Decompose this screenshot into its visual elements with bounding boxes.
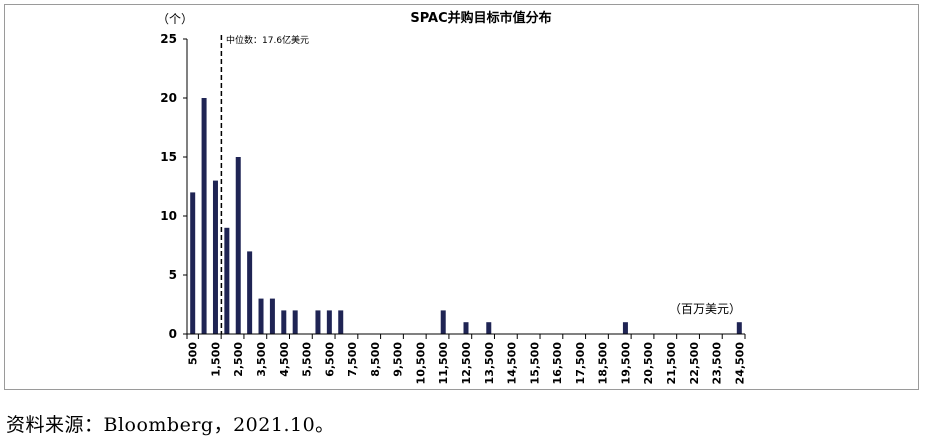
bar [281, 310, 287, 334]
x-tick-label: 23,500 [711, 342, 724, 385]
x-tick-label: 16,500 [551, 342, 564, 385]
x-tick-label: 3,500 [255, 342, 268, 377]
x-tick-label: 20,500 [642, 342, 655, 385]
y-tick-label: 15 [160, 150, 177, 164]
x-tick-label: 19,500 [619, 342, 632, 385]
bar [736, 322, 742, 334]
bar [201, 98, 207, 334]
x-tick-label: 22,500 [688, 342, 701, 385]
bar [212, 180, 218, 334]
x-tick-label: 17,500 [574, 342, 587, 385]
x-tick-label: 4,500 [278, 342, 291, 377]
y-tick-label: 0 [169, 327, 177, 341]
chart-title: SPAC并购目标市值分布 [410, 10, 551, 26]
x-tick-label: 6,500 [323, 342, 336, 377]
x-tick-label: 24,500 [733, 342, 746, 385]
bar [486, 322, 492, 334]
x-tick-label: 15,500 [528, 342, 541, 385]
x-tick-label: 8,500 [369, 342, 382, 377]
bar-chart: SPAC并购目标市值分布 （个） （百万美元） 中位数：17.6亿美元 0 5 10… [157, 10, 746, 385]
bar [326, 310, 332, 334]
median-label: 中位数：17.6亿美元 [226, 34, 309, 46]
x-tick-label: 11,500 [437, 342, 450, 385]
bar [315, 310, 321, 334]
bar [622, 322, 628, 334]
x-unit-label: （百万美元） [669, 302, 741, 316]
bar [440, 310, 446, 334]
x-tick-label: 5,500 [301, 342, 314, 377]
x-tick-label: 12,500 [460, 342, 473, 385]
x-tick-label: 500 [187, 342, 200, 365]
chart-frame: SPAC并购目标市值分布 （个） （百万美元） 中位数：17.6亿美元 0 5 10… [4, 4, 919, 390]
bar [258, 298, 264, 334]
bar [338, 310, 344, 334]
x-tick-label: 2,500 [232, 342, 245, 377]
bar [247, 251, 253, 334]
x-tick-label: 14,500 [506, 342, 519, 385]
x-tick-label: 7,500 [346, 342, 359, 377]
y-unit-label: （个） [157, 12, 193, 26]
x-tick-label: 13,500 [483, 342, 496, 385]
bar [463, 322, 469, 334]
y-tick-label: 5 [169, 268, 177, 282]
x-tick-label: 18,500 [597, 342, 610, 385]
y-tick-label: 10 [160, 209, 177, 223]
source-note: 资料来源：Bloomberg，2021.10。 [6, 414, 335, 436]
bar [292, 310, 298, 334]
x-tick-label: 9,500 [392, 342, 405, 377]
x-tick-label: 1,500 [209, 342, 222, 377]
bar [269, 298, 275, 334]
bar [224, 227, 230, 334]
x-tick-label: 10,500 [414, 342, 427, 385]
bar [235, 157, 241, 334]
x-tick-label: 21,500 [665, 342, 678, 385]
bar [190, 192, 196, 334]
y-tick-label: 20 [160, 91, 177, 105]
y-tick-label: 25 [160, 32, 177, 46]
